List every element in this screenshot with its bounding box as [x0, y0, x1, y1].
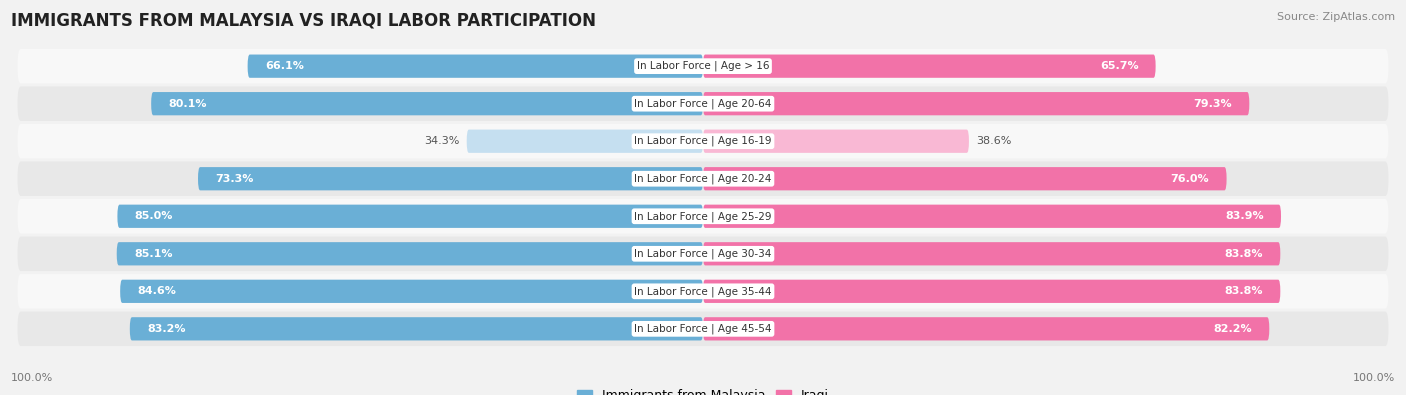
FancyBboxPatch shape — [703, 167, 1226, 190]
Text: 100.0%: 100.0% — [11, 373, 53, 383]
FancyBboxPatch shape — [703, 205, 1281, 228]
FancyBboxPatch shape — [17, 312, 1389, 346]
FancyBboxPatch shape — [703, 317, 1270, 340]
Text: In Labor Force | Age 20-24: In Labor Force | Age 20-24 — [634, 173, 772, 184]
FancyBboxPatch shape — [17, 237, 1389, 271]
FancyBboxPatch shape — [247, 55, 703, 78]
Text: In Labor Force | Age 30-34: In Labor Force | Age 30-34 — [634, 248, 772, 259]
FancyBboxPatch shape — [117, 242, 703, 265]
Text: 66.1%: 66.1% — [264, 61, 304, 71]
Text: In Labor Force | Age 16-19: In Labor Force | Age 16-19 — [634, 136, 772, 147]
FancyBboxPatch shape — [703, 242, 1281, 265]
FancyBboxPatch shape — [17, 87, 1389, 121]
FancyBboxPatch shape — [703, 92, 1250, 115]
Text: In Labor Force | Age 20-64: In Labor Force | Age 20-64 — [634, 98, 772, 109]
Text: 83.2%: 83.2% — [148, 324, 186, 334]
FancyBboxPatch shape — [152, 92, 703, 115]
Text: 82.2%: 82.2% — [1213, 324, 1253, 334]
FancyBboxPatch shape — [129, 317, 703, 340]
FancyBboxPatch shape — [703, 280, 1281, 303]
FancyBboxPatch shape — [17, 199, 1389, 233]
Text: 83.9%: 83.9% — [1225, 211, 1264, 221]
Text: In Labor Force | Age 35-44: In Labor Force | Age 35-44 — [634, 286, 772, 297]
Text: In Labor Force | Age 45-54: In Labor Force | Age 45-54 — [634, 324, 772, 334]
Text: 85.1%: 85.1% — [134, 249, 173, 259]
FancyBboxPatch shape — [467, 130, 703, 153]
Text: Source: ZipAtlas.com: Source: ZipAtlas.com — [1277, 12, 1395, 22]
FancyBboxPatch shape — [198, 167, 703, 190]
Text: 65.7%: 65.7% — [1099, 61, 1139, 71]
Text: In Labor Force | Age > 16: In Labor Force | Age > 16 — [637, 61, 769, 71]
FancyBboxPatch shape — [117, 205, 703, 228]
Legend: Immigrants from Malaysia, Iraqi: Immigrants from Malaysia, Iraqi — [572, 384, 834, 395]
Text: IMMIGRANTS FROM MALAYSIA VS IRAQI LABOR PARTICIPATION: IMMIGRANTS FROM MALAYSIA VS IRAQI LABOR … — [11, 12, 596, 30]
FancyBboxPatch shape — [703, 55, 1156, 78]
Text: 80.1%: 80.1% — [169, 99, 207, 109]
Text: 73.3%: 73.3% — [215, 174, 253, 184]
FancyBboxPatch shape — [17, 162, 1389, 196]
FancyBboxPatch shape — [17, 49, 1389, 83]
Text: 83.8%: 83.8% — [1225, 249, 1263, 259]
Text: 83.8%: 83.8% — [1225, 286, 1263, 296]
Text: 100.0%: 100.0% — [1353, 373, 1395, 383]
FancyBboxPatch shape — [17, 124, 1389, 158]
FancyBboxPatch shape — [17, 274, 1389, 308]
Text: 79.3%: 79.3% — [1194, 99, 1232, 109]
FancyBboxPatch shape — [120, 280, 703, 303]
Text: In Labor Force | Age 25-29: In Labor Force | Age 25-29 — [634, 211, 772, 222]
Text: 84.6%: 84.6% — [138, 286, 176, 296]
Text: 85.0%: 85.0% — [135, 211, 173, 221]
Text: 76.0%: 76.0% — [1171, 174, 1209, 184]
Text: 38.6%: 38.6% — [976, 136, 1011, 146]
Text: 34.3%: 34.3% — [425, 136, 460, 146]
FancyBboxPatch shape — [703, 130, 969, 153]
